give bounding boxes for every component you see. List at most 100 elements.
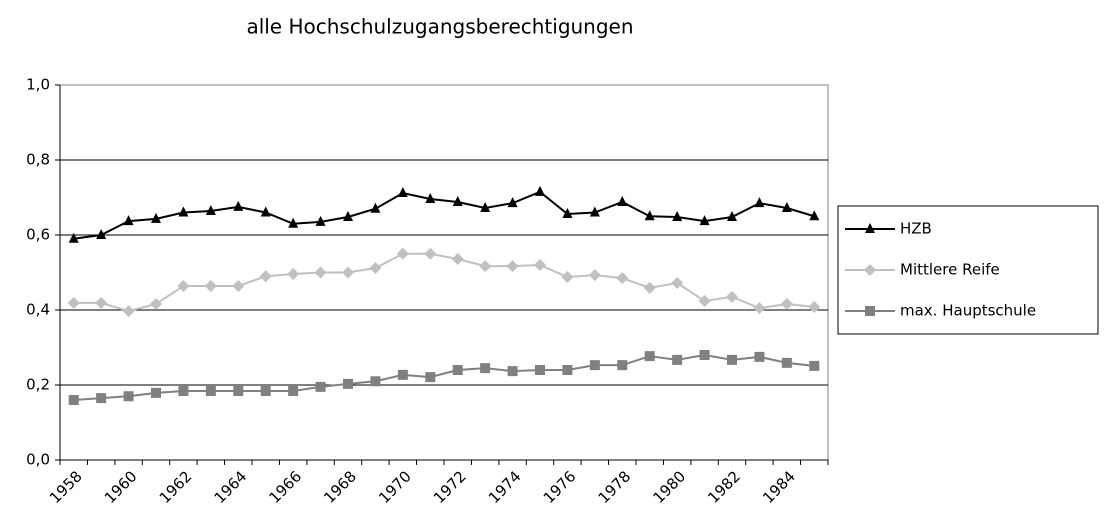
data-point	[479, 260, 492, 273]
data-point	[67, 296, 80, 309]
data-point	[233, 200, 244, 211]
series-line	[73, 252, 815, 313]
data-point	[727, 211, 737, 221]
x-tick-label: 1984	[759, 467, 799, 507]
data-point	[753, 302, 766, 315]
data-point	[480, 363, 491, 374]
y-tick-label: 0,2	[26, 376, 50, 394]
data-point	[617, 360, 628, 371]
data-point	[507, 366, 518, 377]
data-point	[452, 365, 463, 375]
x-tick-label: 1978	[595, 467, 635, 507]
legend-label: max. Hauptschule	[900, 302, 1036, 320]
legend-marker	[865, 306, 875, 316]
data-point	[644, 210, 655, 221]
x-tick-label: 1966	[265, 467, 305, 507]
x-tick-label: 1982	[704, 467, 744, 507]
data-point	[727, 354, 737, 365]
data-point	[781, 202, 792, 212]
data-point	[370, 202, 381, 213]
data-point	[314, 266, 327, 279]
data-point	[698, 295, 711, 307]
legend-marker	[864, 264, 876, 276]
data-point	[150, 298, 162, 310]
data-point	[68, 232, 79, 243]
data-point	[809, 210, 820, 221]
data-point	[480, 202, 491, 212]
data-point	[672, 354, 683, 365]
data-point	[671, 277, 684, 289]
data-point	[616, 272, 629, 285]
x-tick-label: 1972	[430, 467, 470, 507]
data-point	[178, 206, 189, 217]
data-point	[123, 391, 134, 402]
x-tick-label: 1974	[485, 467, 525, 507]
x-tick-label: 1976	[540, 467, 580, 507]
data-point	[96, 229, 107, 239]
x-tick-label: 1958	[46, 467, 86, 507]
data-point	[96, 393, 107, 404]
y-tick-label: 0,6	[26, 226, 50, 244]
data-point	[699, 350, 710, 360]
plot-area	[59, 84, 829, 461]
data-point	[287, 268, 300, 280]
series-line	[73, 353, 815, 401]
data-point	[205, 205, 216, 215]
legend-label: HZB	[900, 220, 932, 238]
data-point	[507, 197, 518, 208]
data-point	[288, 217, 299, 228]
data-point	[534, 259, 546, 271]
data-point	[370, 376, 381, 387]
data-point	[588, 269, 601, 282]
data-point	[123, 215, 134, 226]
data-point	[232, 280, 245, 292]
data-point	[233, 386, 244, 396]
data-point	[68, 395, 79, 405]
x-tick-label: 1968	[320, 467, 360, 507]
series-line	[73, 190, 815, 240]
data-point	[644, 351, 655, 362]
x-tick-label: 1980	[649, 467, 689, 507]
data-point	[122, 305, 135, 318]
data-point	[315, 215, 326, 226]
y-tick-label: 0,8	[26, 151, 50, 169]
x-tick-label: 1962	[156, 467, 196, 507]
data-point	[178, 386, 189, 396]
data-point	[205, 386, 216, 396]
data-point	[260, 386, 271, 396]
data-point	[535, 185, 545, 196]
data-point	[259, 270, 272, 283]
data-point	[781, 357, 792, 368]
y-tick-label: 0,0	[26, 451, 50, 469]
data-point	[643, 281, 656, 294]
data-point	[425, 193, 436, 203]
data-point	[617, 196, 628, 206]
legend-label: Mittlere Reife	[900, 261, 1000, 279]
data-point	[754, 351, 765, 362]
data-point	[562, 365, 573, 375]
data-point	[288, 386, 299, 396]
data-point	[780, 298, 793, 310]
data-point	[397, 369, 408, 380]
data-point	[396, 247, 409, 260]
data-point	[369, 262, 382, 274]
data-point	[151, 212, 161, 223]
data-point	[561, 271, 574, 283]
data-point	[177, 280, 190, 292]
data-point	[425, 372, 436, 383]
data-point	[535, 365, 545, 375]
x-tick-label: 1960	[101, 467, 141, 507]
data-point	[424, 247, 437, 260]
data-point	[342, 266, 354, 279]
data-point	[562, 208, 573, 218]
data-point	[808, 301, 821, 313]
data-point	[343, 211, 353, 221]
data-point	[260, 206, 271, 217]
data-point	[452, 196, 463, 206]
data-point	[315, 381, 326, 392]
data-point	[397, 187, 408, 197]
data-point	[451, 253, 464, 265]
data-point	[726, 290, 738, 303]
data-point	[699, 215, 710, 226]
